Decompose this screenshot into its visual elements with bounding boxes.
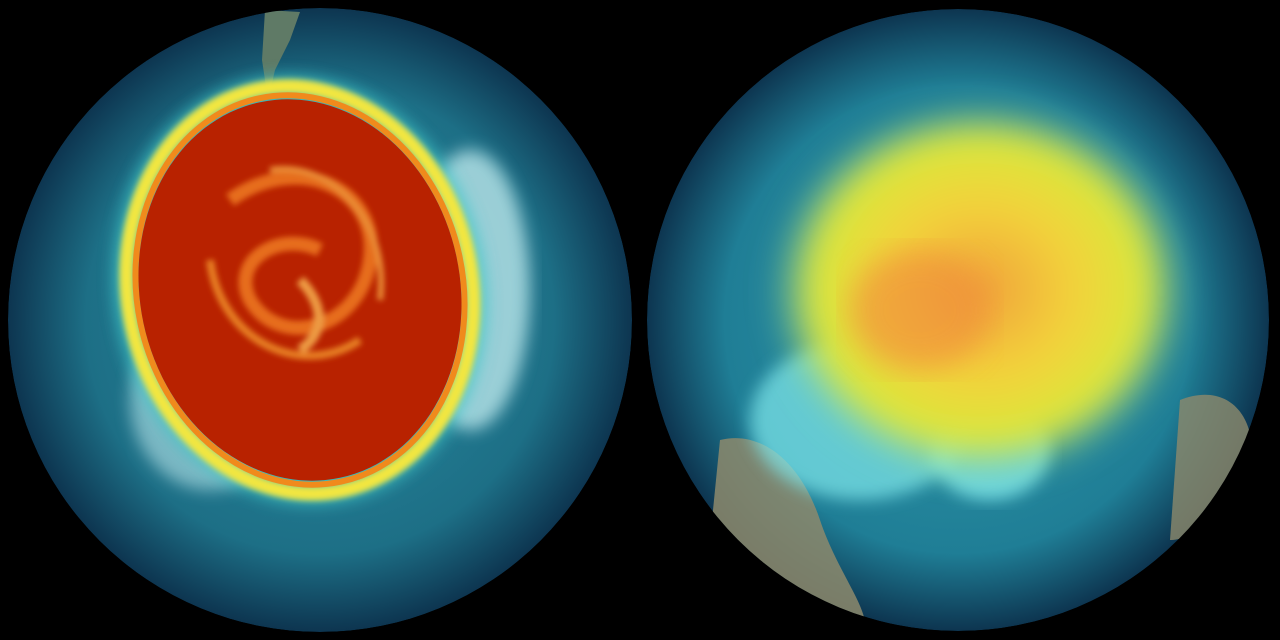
left-globe: [8, 8, 632, 632]
vortex-edge-yellow: [119, 79, 481, 501]
ozone-core: [850, 250, 990, 370]
vortex-swirls: [206, 165, 385, 360]
ozone-hole-core: [138, 99, 462, 481]
land-north-america: [1170, 394, 1252, 540]
vortex-edge-orange: [132, 92, 468, 488]
